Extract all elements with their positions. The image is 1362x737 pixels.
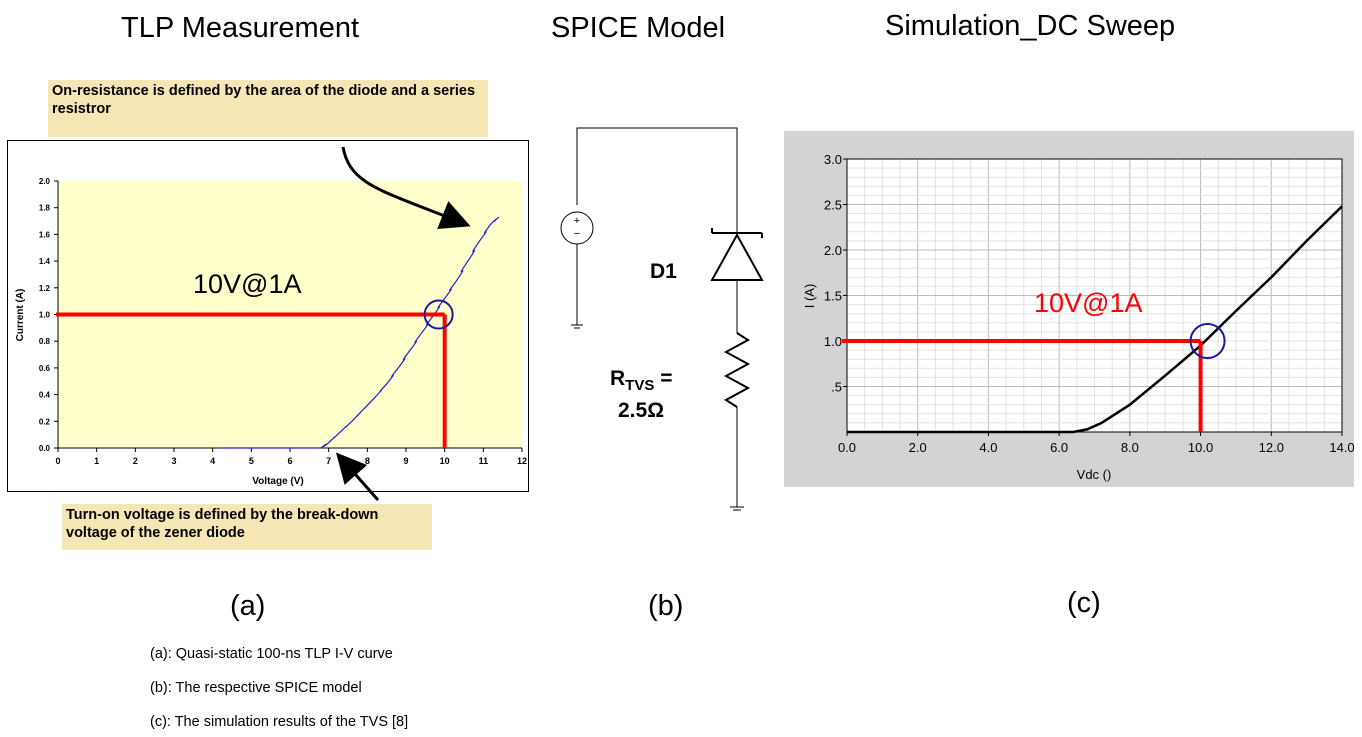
chart-c-xtick-label: 0.0 — [838, 440, 856, 455]
chart-c-annotation: 10V@1A — [1034, 288, 1142, 318]
resistor-icon — [723, 332, 751, 408]
chart-a-xtick-label: 3 — [171, 456, 176, 466]
chart-c-series-line — [847, 205, 1343, 434]
resistor-value: 2.5Ω — [618, 399, 664, 422]
chart-a-ylabel: Current (A) — [15, 289, 26, 342]
note-turn-on-voltage: Turn-on voltage is defined by the break-… — [62, 504, 432, 550]
chart-c-ytick-label: 2.0 — [824, 243, 842, 258]
chart-a-xtick-label: 9 — [403, 456, 408, 466]
chart-c-xtick-label: 4.0 — [979, 440, 997, 455]
chart-c-ytick-label: 1.0 — [824, 334, 842, 349]
chart-a-marker-circle — [423, 299, 454, 330]
chart-a-ytick-label: 0.6 — [39, 364, 51, 373]
caption-a: (a): Quasi-static 100-ns TLP I-V curve — [150, 646, 393, 662]
chart-a-xtick-label: 6 — [287, 456, 292, 466]
heading-simulation-dc-sweep: Simulation_DC Sweep — [885, 10, 1176, 42]
chart-a-xtick-label: 2 — [133, 456, 138, 466]
chart-c-dc-sweep: 0.0 2.0 4.0 6.0 8.0 10.0 12.0 14.0 .5 1.0 1.5 2.0 2.… — [802, 152, 1355, 482]
chart-a-xtick-label: 7 — [326, 456, 331, 466]
resistor-label: RTVS = — [610, 367, 672, 394]
chart-a-xtick-label: 1 — [94, 456, 99, 466]
caption-b: (b): The respective SPICE model — [150, 680, 362, 696]
schematic-wire-top — [576, 127, 738, 235]
chart-c-frame: 0.0 2.0 4.0 6.0 8.0 10.0 12.0 14.0 .5 1.0 1.5 2.0 2.… — [784, 131, 1355, 487]
chart-a-xtick-label: 12 — [517, 456, 527, 466]
source-minus-sign: − — [574, 228, 580, 240]
chart-c-ytick-label: 2.5 — [824, 198, 842, 213]
chart-c-marker-circle — [1189, 323, 1226, 359]
chart-a-xtick-label: 10 — [440, 456, 450, 466]
chart-a-xtick-label: 0 — [55, 456, 60, 466]
chart-c-ylabel: I (A) — [802, 284, 817, 309]
panel-label-a: (a) — [230, 590, 266, 622]
chart-c-ytick-label: 3.0 — [824, 152, 842, 167]
chart-a-frame: 0 1 2 3 4 5 6 7 8 9 10 11 12 0.0 0.2 0.4 0.6 0.8 1.0 1.2 1.4… — [7, 140, 529, 492]
chart-a-ytick-label: 2.0 — [39, 177, 51, 186]
caption-c: (c): The simulation results of the TVS [… — [150, 714, 409, 730]
chart-a-xtick-label: 11 — [479, 456, 489, 466]
chart-a-ytick-label: 1.0 — [39, 311, 51, 320]
chart-c-xtick-label: 14.0 — [1329, 440, 1354, 455]
chart-a-xlabel: Voltage (V) — [252, 476, 303, 487]
chart-a-ytick-label: 0.0 — [39, 444, 51, 453]
chart-a-annotation: 10V@1A — [193, 269, 301, 299]
chart-a-series-line — [220, 216, 500, 449]
chart-a-tlp-iv: 0 1 2 3 4 5 6 7 8 9 10 11 120.00.20.40.60.81.01.21.4… — [15, 177, 527, 487]
diode-icon — [710, 232, 764, 281]
chart-a-ytick-label: 1.6 — [39, 230, 51, 239]
chart-c-xtick-label: 8.0 — [1121, 440, 1139, 455]
note-on-resistance: On-resistance is defined by the area of … — [48, 80, 488, 137]
chart-c-xtick-label: 6.0 — [1050, 440, 1068, 455]
chart-c-xtick-label: 12.0 — [1259, 440, 1284, 455]
heading-spice-model: SPICE Model — [551, 12, 726, 44]
chart-c-xlabel: Vdc () — [1077, 467, 1112, 482]
chart-a-xtick-label: 5 — [249, 456, 254, 466]
chart-a-ytick-label: 1.4 — [39, 257, 51, 266]
diode-label: D1 — [650, 260, 677, 283]
panel-label-b: (b) — [648, 590, 684, 622]
chart-a-ytick-label: 0.4 — [39, 391, 51, 400]
chart-c-ytick-label: 1.5 — [824, 289, 842, 304]
chart-a-ytick-label: 0.8 — [39, 337, 51, 346]
spice-schematic: + − D1 RTVS = 2.5Ω — [560, 127, 764, 511]
chart-c-ytick-label: .5 — [831, 380, 842, 395]
chart-a-xtick-label: 4 — [210, 456, 215, 466]
source-plus-sign: + — [574, 215, 580, 227]
heading-tlp-measurement: TLP Measurement — [121, 12, 360, 44]
panel-label-c: (c) — [1067, 587, 1101, 619]
chart-a-ytick-label: 0.2 — [39, 417, 51, 426]
chart-a-xtick-label: 8 — [365, 456, 370, 466]
chart-a-ytick-label: 1.2 — [39, 284, 51, 293]
chart-c-xtick-label: 2.0 — [909, 440, 927, 455]
chart-a-ytick-label: 1.8 — [39, 204, 51, 213]
chart-c-xtick-label: 10.0 — [1188, 440, 1213, 455]
